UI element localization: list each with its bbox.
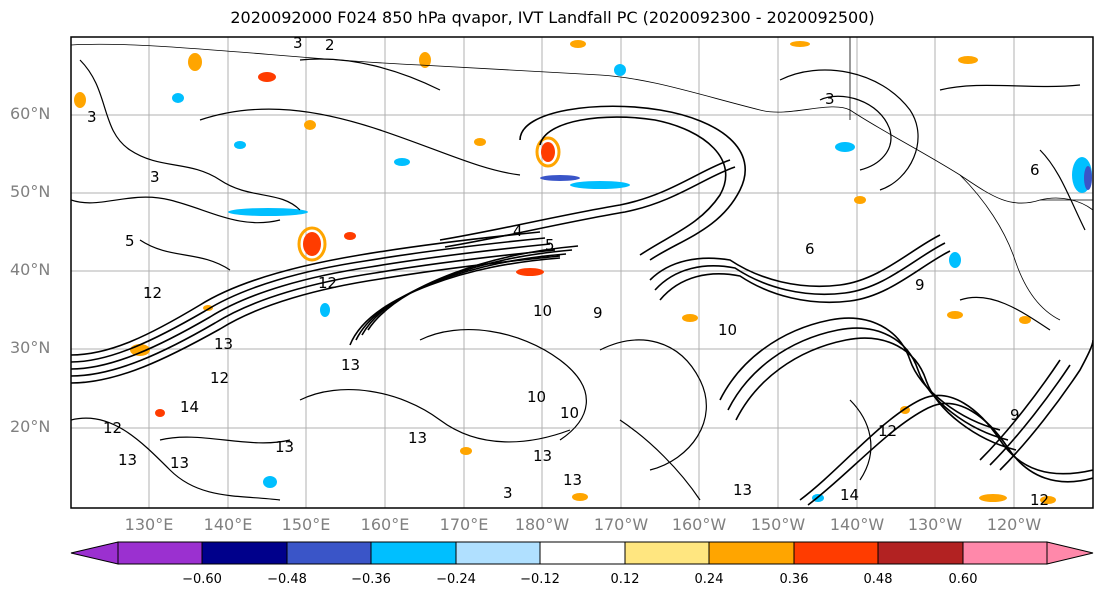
contour-label: 6: [805, 240, 815, 258]
lat-label-60n: 60°N: [10, 104, 51, 123]
contour-label: 13: [118, 451, 137, 469]
colorbar-segment: [286, 541, 372, 565]
lon-label-150w: 150°W: [750, 515, 806, 534]
colorbar-segment: [539, 541, 626, 565]
lon-label-130e: 130°E: [124, 515, 174, 534]
contour-label: 10: [560, 404, 579, 422]
contour-label: 2: [325, 36, 335, 54]
contour-labels: 3 2 3 3 5 4 5 3 6 9 12 12 10 9 13 13 12 …: [87, 34, 1049, 509]
colorbar-tick: 0.24: [694, 572, 724, 587]
contour-label: 3: [150, 168, 160, 186]
contour-label: 14: [840, 486, 859, 504]
lon-label-150e: 150°E: [281, 515, 331, 534]
contour-label: 9: [1010, 406, 1020, 424]
contour-label: 13: [533, 447, 552, 465]
contour-label: 13: [563, 471, 582, 489]
contour-label: 10: [527, 388, 546, 406]
colorbar-tick: 0.12: [610, 572, 640, 587]
lon-label-160e: 160°E: [360, 515, 410, 534]
lat-label-30n: 30°N: [10, 338, 51, 357]
colorbar-tick: 0.48: [863, 572, 893, 587]
colorbar-extend-left: [70, 541, 119, 565]
map-frame: [70, 36, 1094, 509]
map-title: 2020092000 F024 850 hPa qvapor, IVT Land…: [230, 8, 875, 27]
contour-label: 12: [318, 274, 337, 292]
lon-label-180w: 180°W: [514, 515, 570, 534]
contour-label: 10: [718, 321, 737, 339]
colorbar-segment: [624, 541, 710, 565]
colorbar-tick: −0.24: [436, 572, 476, 587]
background-contours: [71, 58, 1086, 501]
lon-label-170e: 170°E: [439, 515, 489, 534]
colorbar-segment: [455, 541, 541, 565]
contour-label: 3: [503, 484, 513, 502]
colorbar-tick: −0.12: [520, 572, 560, 587]
contour-label: 3: [87, 108, 97, 126]
colorbar-tick: −0.48: [267, 572, 307, 587]
colorbar-tick: 0.60: [948, 572, 978, 587]
contour-label: 12: [1030, 491, 1049, 509]
contour-label: 12: [878, 422, 897, 440]
colorbar-tick: 0.36: [779, 572, 809, 587]
contour-label: 13: [408, 429, 427, 447]
contour-label: 6: [1030, 161, 1040, 179]
colorbar: [70, 541, 1094, 565]
colorbar-segment: [370, 541, 457, 565]
ivt-contours: [71, 105, 1093, 506]
colorbar-segment: [117, 541, 203, 565]
colorbar-segment: [877, 541, 964, 565]
colorbar-segment: [201, 541, 288, 565]
contour-label: 14: [180, 398, 199, 416]
contour-label: 13: [170, 454, 189, 472]
contour-label: 9: [593, 304, 603, 322]
colorbar-extend-right: [1046, 541, 1094, 565]
qvapor-fill-blobs: [74, 40, 1092, 504]
lon-label-130w: 130°W: [907, 515, 963, 534]
contour-label: 12: [103, 419, 122, 437]
colorbar-segment: [962, 541, 1048, 565]
graticule: [71, 37, 1093, 508]
contour-label: 12: [143, 284, 162, 302]
map-content: 3 2 3 3 5 4 5 3 6 9 12 12 10 9 13 13 12 …: [71, 34, 1093, 509]
contour-label: 4: [513, 222, 523, 240]
contour-label: 12: [210, 369, 229, 387]
lat-label-40n: 40°N: [10, 260, 51, 279]
contour-label: 13: [341, 356, 360, 374]
lon-label-170w: 170°W: [593, 515, 649, 534]
colorbar-tick: −0.36: [351, 572, 391, 587]
contour-label: 13: [214, 335, 233, 353]
lon-label-140w: 140°W: [829, 515, 885, 534]
colorbar-segment: [708, 541, 795, 565]
contour-label: 5: [545, 236, 555, 254]
colorbar-tick: −0.60: [182, 572, 222, 587]
contour-label: 13: [733, 481, 752, 499]
contour-label: 5: [125, 232, 135, 250]
lon-label-120w: 120°W: [986, 515, 1042, 534]
colorbar-segment: [793, 541, 879, 565]
lat-label-50n: 50°N: [10, 182, 51, 201]
lon-label-140e: 140°E: [203, 515, 253, 534]
lat-label-20n: 20°N: [10, 417, 51, 436]
contour-label: 3: [293, 34, 303, 52]
lon-label-160w: 160°W: [671, 515, 727, 534]
contour-label: 3: [825, 90, 835, 108]
contour-label: 9: [915, 276, 925, 294]
contour-label: 13: [275, 438, 294, 456]
contour-label: 10: [533, 302, 552, 320]
